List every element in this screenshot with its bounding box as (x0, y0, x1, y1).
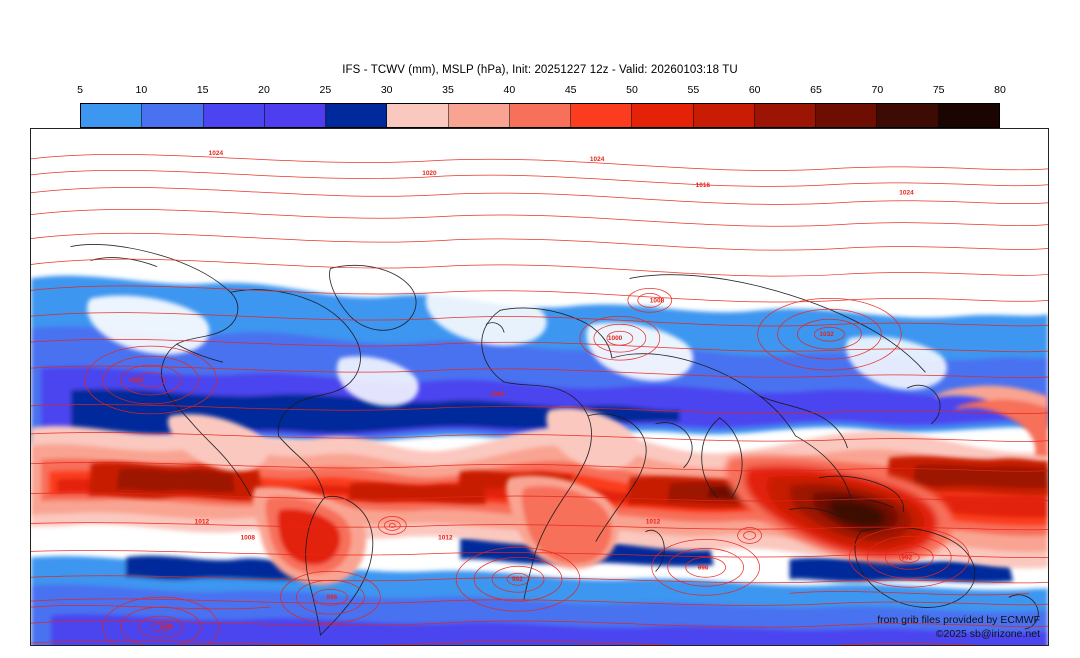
colorbar-segment (632, 104, 694, 127)
svg-text:1024: 1024 (129, 377, 144, 384)
colorbar-tick: 30 (380, 84, 393, 96)
svg-text:1008: 1008 (241, 534, 256, 541)
colorbar-tick: 40 (503, 84, 516, 96)
svg-text:1024: 1024 (209, 150, 224, 157)
svg-text:1012: 1012 (646, 518, 661, 525)
colorbar-tick: 25 (319, 84, 332, 96)
colorbar-segment (142, 104, 204, 127)
svg-text:1024: 1024 (590, 156, 605, 163)
colorbar-tick: 50 (626, 84, 638, 96)
page-title: IFS - TCWV (mm), MSLP (hPa), Init: 20251… (342, 64, 738, 76)
svg-text:996: 996 (326, 594, 337, 601)
colorbar: 5 10 15 20 25 30 35 40 45 50 55 60 65 70 75 80 (77, 84, 1006, 128)
colorbar-segment (448, 104, 510, 127)
colorbar-tick: 55 (687, 84, 700, 96)
colorbar-segment (203, 104, 265, 127)
svg-text:992: 992 (512, 576, 523, 583)
svg-text:1000: 1000 (159, 624, 174, 631)
svg-text:1012: 1012 (195, 518, 210, 525)
colorbar-segment (264, 104, 327, 127)
mslp-contour-layer (31, 154, 1048, 645)
colorbar-tick: 5 (77, 84, 83, 96)
svg-text:992: 992 (901, 554, 912, 561)
svg-text:1016: 1016 (490, 391, 505, 398)
svg-text:996: 996 (698, 564, 709, 571)
colorbar-tick: 75 (932, 84, 945, 96)
colorbar-segment (387, 104, 449, 127)
svg-text:1000: 1000 (608, 335, 623, 342)
svg-text:1016: 1016 (696, 182, 711, 189)
coastline-layer (70, 244, 1039, 636)
colorbar-tick: 10 (135, 84, 148, 96)
map-canvas[interactable]: 1024 1024 1024 1020 1016 1024 1000 1032 … (30, 128, 1049, 646)
colorbar-tick-labels: 5 10 15 20 25 30 35 40 45 50 55 60 65 70 75 80 (77, 84, 1006, 100)
colorbar-tick: 60 (748, 84, 761, 96)
svg-text:1020: 1020 (422, 170, 437, 177)
colorbar-tick: 70 (871, 84, 884, 96)
colorbar-segment (571, 104, 633, 127)
tcwv-shading-layer: 1024 1024 1024 1020 1016 1024 1000 1032 … (31, 129, 1048, 645)
map-svg: 1024 1024 1024 1020 1016 1024 1000 1032 … (31, 129, 1048, 645)
colorbar-segment (816, 104, 878, 127)
svg-text:1012: 1012 (438, 534, 453, 541)
colorbar-gradient (80, 103, 1000, 128)
colorbar-segment (938, 104, 999, 127)
colorbar-tick: 45 (564, 84, 577, 96)
colorbar-segment (81, 104, 143, 127)
colorbar-tick: 65 (810, 84, 822, 96)
colorbar-tick: 35 (442, 84, 454, 96)
colorbar-tick: 20 (258, 84, 270, 96)
svg-text:1032: 1032 (819, 331, 834, 338)
colorbar-tick: 15 (196, 84, 209, 96)
colorbar-segment (754, 104, 817, 127)
colorbar-segment (326, 104, 388, 127)
colorbar-tick: 80 (994, 84, 1006, 96)
svg-text:1008: 1008 (650, 297, 665, 304)
svg-text:1024: 1024 (899, 190, 914, 197)
colorbar-segment (693, 104, 755, 127)
isobar-labels: 1024 1024 1024 1020 1016 1024 1000 1032 … (129, 150, 914, 631)
colorbar-segment (877, 104, 939, 127)
colorbar-segment (509, 104, 572, 127)
